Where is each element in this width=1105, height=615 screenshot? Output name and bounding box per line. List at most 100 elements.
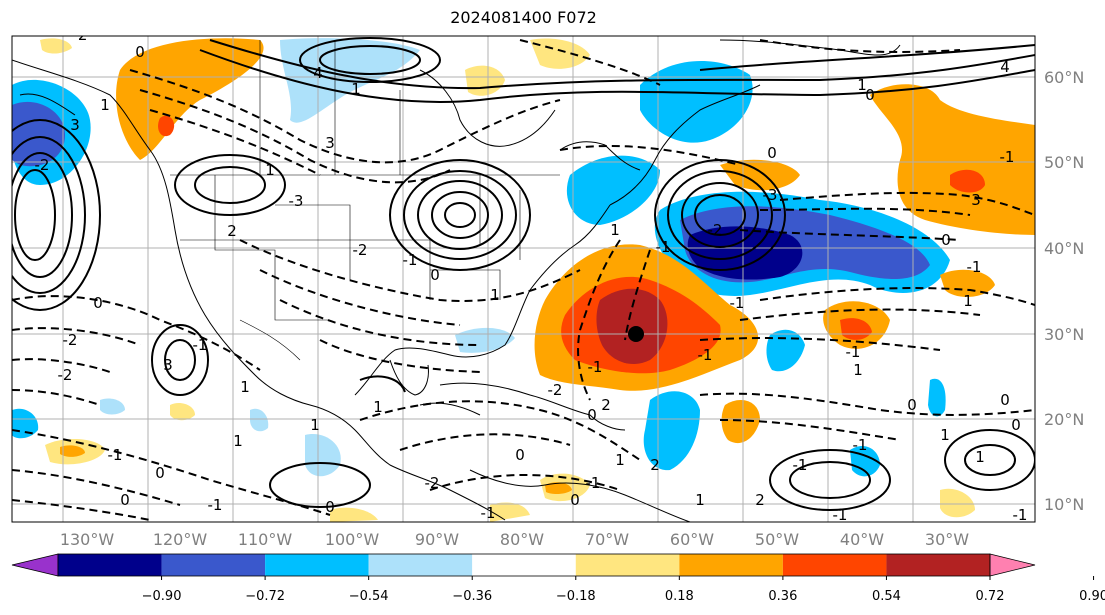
contour-label: -2 [425,474,440,492]
colorbar-segment [886,554,990,576]
contour-label: -1 [846,343,861,361]
contour-label: 1 [233,432,243,450]
contour-label: 0 [120,491,130,509]
contour-label: -1 [193,336,208,354]
colorbar-segment [472,554,576,576]
lon-label: 90°W [415,530,459,549]
coastlines [12,39,901,522]
shade-labrador-neg [640,61,753,143]
contour-label: 2 [650,456,660,474]
contour-label: -1 [588,358,603,376]
lat-label: 20°N [1044,410,1084,429]
colorbar-tick-label: −0.18 [556,589,596,604]
contour-label: 0 [907,396,917,414]
colorbar-extend-low [11,553,59,577]
contour-label: 1 [940,426,950,444]
contour-label: -1 [793,456,808,474]
contour-labels: 10-2-2-14313-1-1014321-3-2-10113-10-111-… [35,26,1028,524]
map-title: 2024081400 F072 [450,8,597,27]
contour-label: 0 [1000,391,1010,409]
contour-label: -2 [73,26,88,44]
lat-label: 50°N [1044,153,1084,172]
contour-label: 3 [163,356,173,374]
contour-label: 3 [971,191,981,209]
contour-label: -1 [967,258,982,276]
contour-label: -1 [586,474,601,492]
contour-label: 0 [515,446,525,464]
colorbar-outline [57,553,991,577]
contour-label: -2 [58,366,73,384]
contour-label: 1 [490,286,500,304]
latitude-labels: 60°N 50°N 40°N 30°N 20°N 10°N [1044,68,1084,514]
lon-label: 50°W [755,530,799,549]
contour-label: -3 [763,186,778,204]
contour-label: 2 [601,396,611,414]
contour-label: 0 [865,86,875,104]
contour-label: 0 [941,231,951,249]
contour-label: -1 [481,504,496,522]
contour-label: 1 [963,292,973,310]
lat-label: 30°N [1044,325,1084,344]
colorbar-tick-label: −0.90 [142,589,182,604]
contour-label: 0 [587,406,597,424]
contour-label: -1 [208,496,223,514]
contour-label: -1 [698,346,713,364]
contour-label: 1 [615,451,625,469]
positive-contours [12,37,1035,511]
lon-label: 80°W [500,530,544,549]
colorbar-segment [368,554,473,576]
contour-label: 1 [853,361,863,379]
contour-label: 4 [313,64,323,82]
contour-label: 2 [755,491,765,509]
colorbar-tick-label: 0.90 [1079,589,1105,604]
lon-label: 120°W [153,530,208,549]
contour-label: 4 [1000,58,1010,76]
lon-label: 40°W [840,530,884,549]
contour-label: 0 [570,491,580,509]
colorbar-tick-label: 0.72 [976,589,1005,604]
lat-label: 10°N [1044,495,1084,514]
map-border [11,35,1036,523]
contour-label: -1 [833,506,848,524]
contour-label: 1 [240,378,250,396]
contour-label: 0 [135,43,145,61]
contour-label: 1 [857,76,867,94]
contour-label: -1 [656,238,671,256]
contour-label: 1 [373,398,383,416]
contour-label: -2 [353,241,368,259]
contour-label: 1 [695,491,705,509]
contour-label: -1 [1013,506,1028,524]
colorbar-tick-labels: −0.90 −0.72 −0.54 −0.36 −0.18 0.18 0.36 0.54 0.7… [142,576,1105,604]
shade-canada-pos [116,38,264,160]
longitude-labels: 130°W 120°W 110°W 100°W 90°W 80°W 70°W 60°W 50°W… [60,530,969,549]
contour-label: 1 [310,416,320,434]
colorbar-segment [161,554,266,576]
contour-label: -2 [35,156,50,174]
contour-label: 1 [610,221,620,239]
contour-label: 0 [93,294,103,312]
contour-label: 3 [70,116,80,134]
colorbar [11,553,1036,577]
contour-label: 0 [325,498,335,516]
lon-label: 60°W [670,530,714,549]
colorbar-segment [575,554,680,576]
colorbar-segment [679,554,783,576]
contour-label: 0 [1011,416,1021,434]
contour-label: 0 [155,464,165,482]
contour-label: -2 [63,331,78,349]
contour-label: -1 [853,436,868,454]
contour-label: -1 [1000,148,1015,166]
map-panel: 10-2-2-14313-1-1014321-3-2-10113-10-111-… [12,26,1035,524]
contour-label: 0 [767,144,777,162]
lat-label: 60°N [1044,68,1084,87]
contour-label: -1 [730,294,745,312]
contour-label: -3 [289,192,304,210]
shade-ne-atlantic-pos [870,84,1035,236]
contour-label: 3 [325,134,335,152]
colorbar-tick-label: 0.54 [872,589,901,604]
lon-label: 110°W [238,530,293,549]
contour-label: 2 [227,222,237,240]
colorbar-tick-label: −0.54 [349,589,389,604]
contour-label: -2 [708,221,723,239]
